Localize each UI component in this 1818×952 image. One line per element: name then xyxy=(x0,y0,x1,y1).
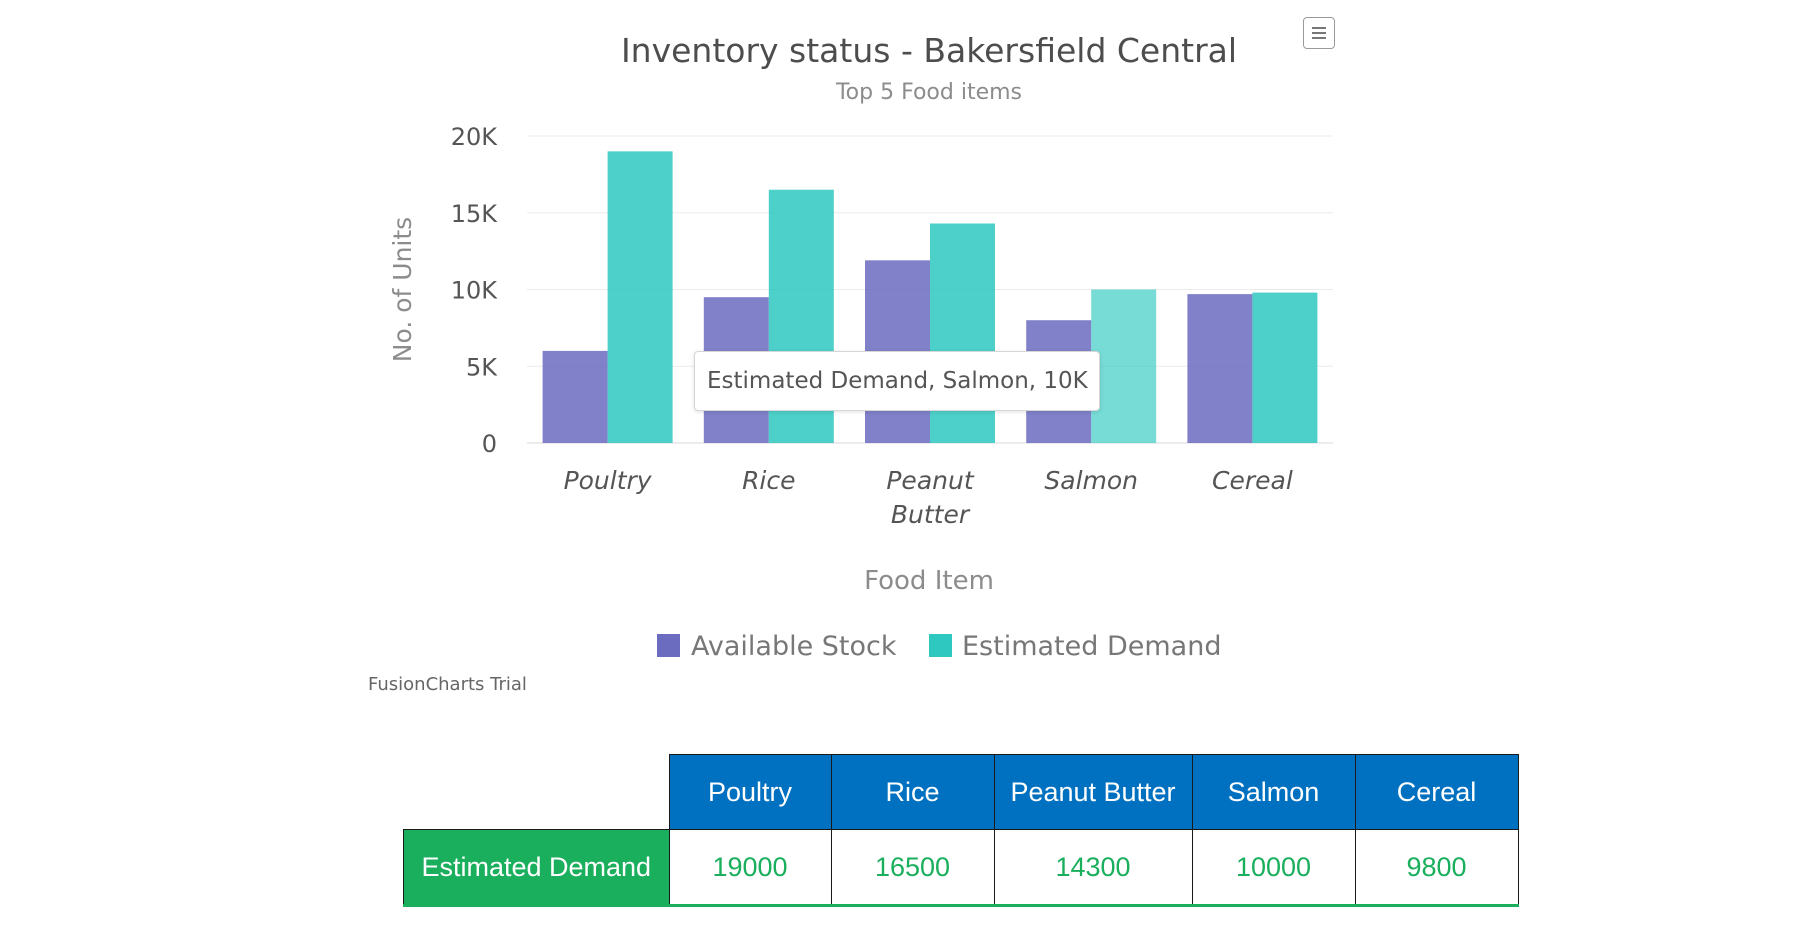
table-column-header: Cereal xyxy=(1355,755,1518,830)
hamburger-menu-icon-line xyxy=(1312,37,1326,39)
legend-swatch xyxy=(929,634,952,657)
table-cell: 14300 xyxy=(994,830,1192,906)
x-tick-label: Cereal xyxy=(1212,466,1293,495)
chart-tooltip: Estimated Demand, Salmon, 10K xyxy=(694,351,1100,411)
data-table: Poultry Rice Peanut Butter Salmon Cereal… xyxy=(403,754,1519,907)
x-tick-label: Butter xyxy=(891,500,971,529)
y-tick-label: 0 xyxy=(482,430,497,458)
chart-subtitle: Top 5 Food items xyxy=(835,80,1022,105)
x-axis-label: Food Item xyxy=(864,566,994,596)
x-tick-label: Poultry xyxy=(564,466,653,495)
x-tick-label: Peanut xyxy=(886,466,974,495)
y-tick-label: 10K xyxy=(451,277,499,305)
bar-estimated-demand xyxy=(608,151,673,443)
bar-estimated-demand xyxy=(1252,293,1317,443)
table-column-header: Salmon xyxy=(1192,755,1355,830)
y-axis-label: No. of Units xyxy=(388,217,417,362)
chart-menu-button[interactable] xyxy=(1303,17,1335,49)
table-column-header: Peanut Butter xyxy=(994,755,1192,830)
legend-swatch xyxy=(657,634,680,657)
legend-label: Available Stock xyxy=(691,631,897,662)
table-column-header: Poultry xyxy=(669,755,831,830)
y-tick-label: 20K xyxy=(451,123,499,151)
x-tick-label: Rice xyxy=(742,466,795,495)
table-cell: 19000 xyxy=(669,830,831,906)
table-header-row: Poultry Rice Peanut Butter Salmon Cereal xyxy=(404,755,1519,830)
chart-title: Inventory status - Bakersfield Central xyxy=(621,31,1237,70)
table-corner-cell xyxy=(404,755,670,830)
table-cell: 9800 xyxy=(1355,830,1518,906)
table-column-header: Rice xyxy=(831,755,994,830)
legend-label: Estimated Demand xyxy=(962,631,1221,662)
hamburger-menu-icon-line xyxy=(1312,32,1326,34)
hamburger-menu-icon xyxy=(1312,27,1326,29)
x-tick-label: Salmon xyxy=(1044,466,1138,495)
bar-estimated-demand xyxy=(1091,290,1156,444)
table-row-header: Estimated Demand xyxy=(404,830,670,906)
bar-available-stock xyxy=(543,351,608,443)
table-cell: 10000 xyxy=(1192,830,1355,906)
trial-watermark: FusionCharts Trial xyxy=(368,674,527,695)
y-tick-label: 15K xyxy=(451,200,499,228)
table-cell: 16500 xyxy=(831,830,994,906)
table-row: Estimated Demand 19000 16500 14300 10000… xyxy=(404,830,1519,906)
y-tick-label: 5K xyxy=(466,353,498,381)
bar-available-stock xyxy=(1187,294,1252,443)
